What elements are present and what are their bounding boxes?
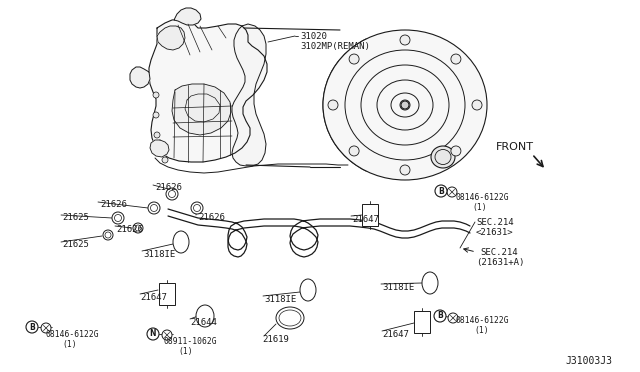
Circle shape bbox=[26, 321, 38, 333]
Text: 21625: 21625 bbox=[62, 213, 89, 222]
Bar bbox=[362, 204, 378, 226]
Text: 21626: 21626 bbox=[155, 183, 182, 192]
Circle shape bbox=[147, 328, 159, 340]
Circle shape bbox=[191, 202, 203, 214]
Text: 21626: 21626 bbox=[100, 200, 127, 209]
Circle shape bbox=[162, 330, 172, 340]
Text: 21647: 21647 bbox=[382, 330, 409, 339]
Circle shape bbox=[434, 310, 446, 322]
Text: 21626: 21626 bbox=[116, 225, 143, 234]
Text: 3118IE: 3118IE bbox=[143, 250, 175, 259]
Ellipse shape bbox=[323, 30, 487, 180]
Text: (21631+A): (21631+A) bbox=[476, 258, 524, 267]
Polygon shape bbox=[157, 26, 185, 50]
Circle shape bbox=[451, 54, 461, 64]
Circle shape bbox=[448, 313, 458, 323]
Ellipse shape bbox=[422, 272, 438, 294]
Polygon shape bbox=[232, 24, 266, 166]
Text: 3118IE: 3118IE bbox=[264, 295, 296, 304]
Text: 08146-6122G: 08146-6122G bbox=[46, 330, 100, 339]
Ellipse shape bbox=[401, 101, 409, 109]
Circle shape bbox=[447, 187, 457, 197]
Circle shape bbox=[451, 146, 461, 156]
Polygon shape bbox=[150, 140, 169, 157]
Polygon shape bbox=[174, 8, 201, 25]
Text: J31003J3: J31003J3 bbox=[565, 356, 612, 366]
Circle shape bbox=[154, 132, 160, 138]
Text: 21647: 21647 bbox=[352, 215, 379, 224]
Circle shape bbox=[328, 100, 338, 110]
Ellipse shape bbox=[300, 279, 316, 301]
Text: <21631>: <21631> bbox=[476, 228, 514, 237]
Ellipse shape bbox=[276, 307, 304, 329]
Text: B: B bbox=[29, 323, 35, 331]
Text: B: B bbox=[438, 186, 444, 196]
Circle shape bbox=[166, 188, 178, 200]
Text: 08146-6122G: 08146-6122G bbox=[456, 316, 509, 325]
Text: 21647: 21647 bbox=[140, 293, 167, 302]
Circle shape bbox=[133, 223, 143, 233]
Text: SEC.214: SEC.214 bbox=[480, 248, 518, 257]
Polygon shape bbox=[172, 84, 231, 135]
Text: 21619: 21619 bbox=[262, 335, 289, 344]
Polygon shape bbox=[130, 67, 150, 88]
Text: 08146-6122G: 08146-6122G bbox=[455, 193, 509, 202]
Circle shape bbox=[103, 230, 113, 240]
Text: 21625: 21625 bbox=[62, 240, 89, 249]
Ellipse shape bbox=[196, 305, 214, 327]
Circle shape bbox=[349, 146, 359, 156]
Text: (1): (1) bbox=[178, 347, 193, 356]
Circle shape bbox=[349, 54, 359, 64]
Circle shape bbox=[153, 92, 159, 98]
Text: 3118IE: 3118IE bbox=[382, 283, 414, 292]
Circle shape bbox=[112, 212, 124, 224]
Text: B: B bbox=[437, 311, 443, 321]
Circle shape bbox=[153, 112, 159, 118]
Circle shape bbox=[435, 185, 447, 197]
Circle shape bbox=[162, 157, 168, 163]
Circle shape bbox=[148, 202, 160, 214]
Ellipse shape bbox=[431, 146, 455, 168]
Text: FRONT: FRONT bbox=[496, 142, 534, 152]
Polygon shape bbox=[149, 19, 267, 162]
Bar bbox=[159, 283, 175, 305]
Text: SEC.214: SEC.214 bbox=[476, 218, 514, 227]
Text: 08911-1062G: 08911-1062G bbox=[163, 337, 216, 346]
Circle shape bbox=[41, 323, 51, 333]
Text: 3102MP(REMAN): 3102MP(REMAN) bbox=[300, 42, 370, 51]
Text: 21644: 21644 bbox=[190, 318, 217, 327]
Text: (1): (1) bbox=[62, 340, 77, 349]
Circle shape bbox=[472, 100, 482, 110]
Text: 31020: 31020 bbox=[300, 32, 327, 41]
Text: 21626: 21626 bbox=[198, 213, 225, 222]
Bar bbox=[414, 311, 430, 333]
Text: N: N bbox=[150, 330, 156, 339]
Circle shape bbox=[400, 35, 410, 45]
Text: (1): (1) bbox=[474, 326, 488, 335]
Ellipse shape bbox=[173, 231, 189, 253]
Text: (1): (1) bbox=[472, 203, 486, 212]
Circle shape bbox=[400, 165, 410, 175]
